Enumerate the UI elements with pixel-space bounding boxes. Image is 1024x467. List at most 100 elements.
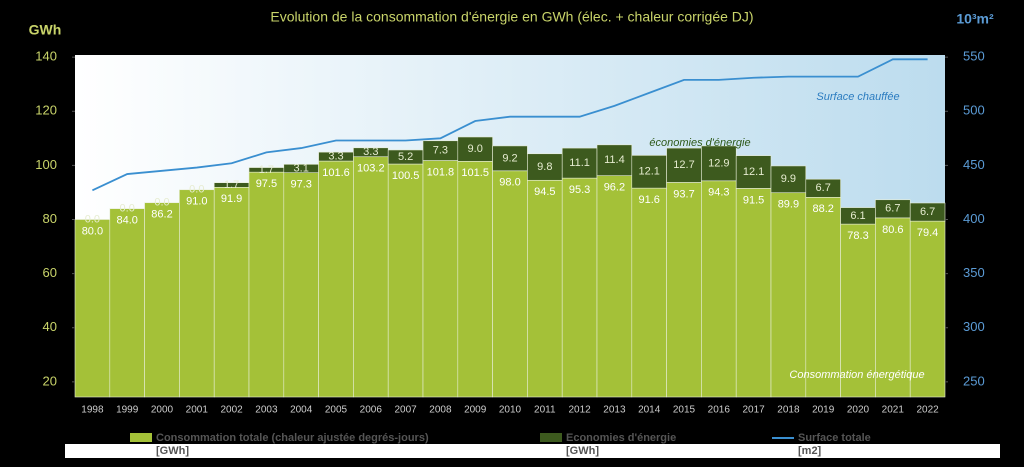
y-axis-title: GWh [29,22,62,38]
bar-segment [179,189,215,398]
data-label: 91.6 [638,194,659,206]
x-tick-label: 2008 [429,405,452,416]
data-label: 6.7 [816,182,831,194]
bar-segment [144,202,180,398]
y-tick-label: 120 [35,103,57,118]
x-tick-label: 2003 [255,405,278,416]
x-tick-label: 1999 [116,405,139,416]
data-label: 12.1 [743,166,764,178]
bar-segment [701,145,737,182]
x-tick-label: 2007 [394,405,417,416]
data-label: 9.2 [502,152,517,164]
data-label: 103.2 [357,163,385,175]
bar-segment [909,220,946,398]
bar-segment [213,187,250,398]
bar-segment [527,179,563,398]
legend-swatch [540,433,562,442]
data-label: 1.7 [224,179,239,191]
legend-label: Consommation totale (chaleur ajustée deg… [156,432,429,444]
data-label: 6.7 [920,206,935,218]
data-label: 79.4 [917,227,938,239]
x-tick-label: 2017 [742,405,765,416]
data-label: 96.2 [604,182,625,194]
y-tick-label: 80 [43,211,57,226]
x-tick-label: 2013 [603,405,626,416]
bar-segment [492,145,528,172]
bar-segment [248,171,285,398]
data-label: 101.8 [427,166,455,178]
annotation: Consommation énergétique [789,369,924,381]
data-label: 93.7 [673,188,694,200]
x-tick-label: 2002 [220,405,243,416]
data-label: 3.3 [363,146,378,158]
y2-axis-title: 10³m² [956,11,994,27]
bar-segment [875,217,911,398]
data-label: 6.1 [850,210,865,222]
bar-segment [596,144,633,176]
y-tick-label: 60 [43,265,57,280]
y-tick-label: 40 [43,319,57,334]
annotation: Surface chauffée [816,91,899,103]
data-label: 5.2 [398,151,413,163]
legend-unit: [GWh] [566,445,599,457]
data-label: 6.7 [885,203,900,215]
data-label: 11.1 [569,157,590,169]
bar-segment [631,187,667,398]
data-label: 94.3 [708,187,729,199]
data-label: 0.0 [120,203,135,215]
data-label: 1.7 [259,164,274,176]
data-label: 100.5 [392,170,420,182]
bar-segment [422,160,459,398]
data-label: 84.0 [116,215,137,227]
bar-segment [596,175,633,398]
x-tick-label: 2020 [847,405,870,416]
bar-segment [735,155,772,189]
chart-title: Evolution de la consommation d'énergie e… [270,9,753,25]
x-tick-label: 2014 [638,405,661,416]
y2-tick-label: 500 [963,103,985,118]
data-label: 12.9 [708,157,729,169]
data-label: 0.0 [85,213,100,225]
y-tick-label: 100 [35,157,57,172]
legend-label: Economies d'énergie [566,432,676,444]
data-label: 0.0 [154,197,169,209]
data-label: 91.5 [743,194,764,206]
y2-tick-label: 350 [963,265,985,280]
data-label: 91.0 [186,196,207,208]
bar-segment [387,163,424,398]
x-tick-label: 2022 [916,405,939,416]
data-label: 88.2 [812,203,833,215]
data-label: 101.5 [461,167,489,179]
y-tick-label: 140 [35,49,57,64]
data-label: 9.0 [468,143,483,155]
bar-segment [770,165,807,194]
data-label: 101.6 [322,167,350,179]
data-label: 89.9 [778,199,799,211]
x-tick-label: 2012 [568,405,591,416]
bar-segment [353,156,389,398]
y2-tick-label: 300 [963,319,985,334]
legend-unit: [GWh] [156,445,189,457]
y2-tick-label: 250 [963,373,985,388]
bar-segment [631,155,667,189]
bar-segment [457,161,493,398]
bar-segment [457,136,493,162]
bar-segment [735,188,772,398]
x-tick-label: 2005 [325,405,348,416]
data-label: 94.5 [534,186,555,198]
x-tick-label: 2021 [882,405,905,416]
data-label: 9.9 [781,173,796,185]
x-tick-label: 2000 [151,405,174,416]
data-label: 0.0 [189,184,204,196]
bar-segment [318,160,354,398]
data-label: 3.1 [294,162,309,174]
bar-segment [283,172,319,398]
x-tick-label: 2015 [673,405,696,416]
bar-segment [909,202,946,222]
bar-segment [561,177,598,398]
legend-swatch [130,433,152,442]
x-tick-label: 2018 [777,405,800,416]
data-label: 78.3 [847,230,868,242]
